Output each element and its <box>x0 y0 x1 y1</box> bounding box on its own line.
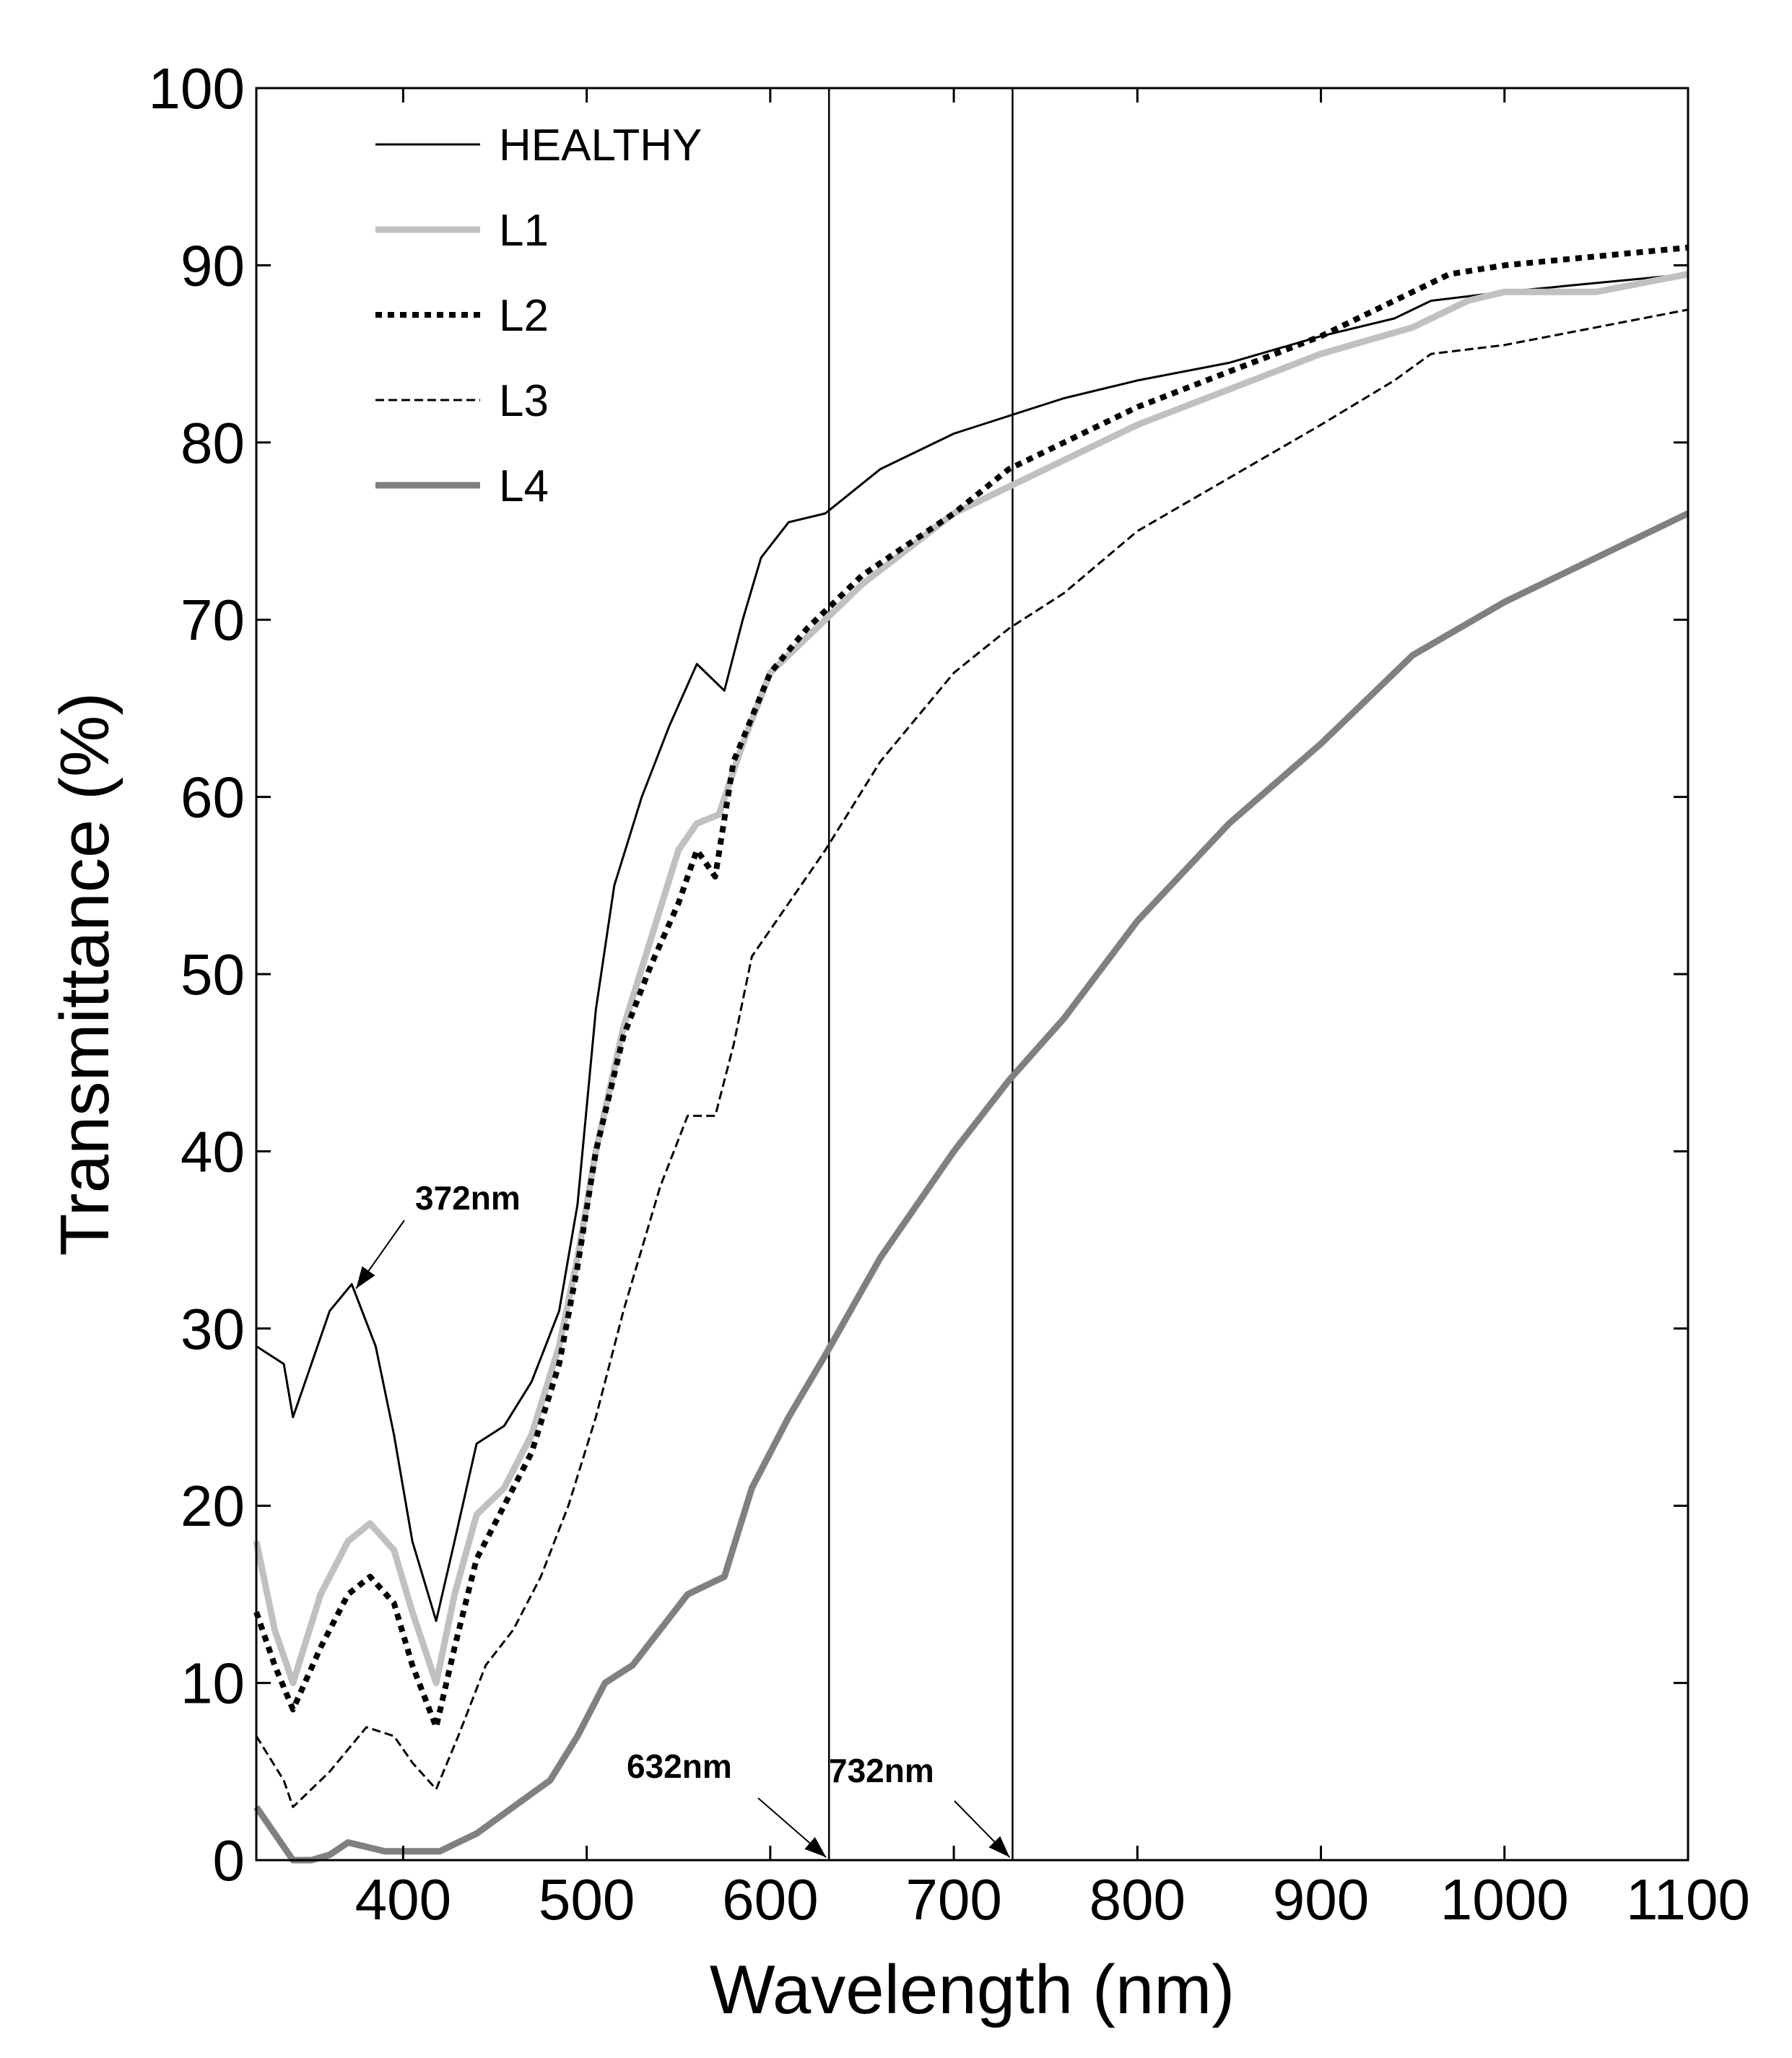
annotation-632nm: 632nm <box>627 1747 732 1785</box>
annotation-arrowhead-632nm <box>804 1837 827 1857</box>
series-line-l2 <box>253 244 1689 1730</box>
y-tick-label: 80 <box>180 411 245 475</box>
x-tick-label: 600 <box>722 1867 818 1932</box>
legend-label-l2: L2 <box>499 291 549 341</box>
y-tick-label: 10 <box>180 1651 245 1716</box>
x-tick-label: 400 <box>355 1867 451 1932</box>
legend-label-l4: L4 <box>499 461 549 511</box>
series-line-healthy <box>256 273 1689 1623</box>
annotation-arrowhead-372nm <box>356 1266 375 1289</box>
x-tick-label: 800 <box>1089 1867 1186 1932</box>
x-tick-label: 900 <box>1273 1867 1369 1932</box>
y-tick-label: 90 <box>180 233 245 298</box>
x-axis-title: Wavelength (nm) <box>710 1951 1235 2028</box>
x-tick-label: 1000 <box>1440 1867 1569 1932</box>
y-tick-label: 100 <box>149 56 245 121</box>
series-line-l1 <box>253 271 1689 1687</box>
annotation-372nm: 372nm <box>415 1179 521 1217</box>
y-tick-label: 50 <box>180 942 245 1007</box>
y-axis-title: Transmittance (%) <box>46 692 123 1256</box>
annotation-arrowhead-732nm <box>988 1836 1010 1857</box>
annotation-732nm: 732nm <box>829 1752 934 1789</box>
legend-label-healthy: HEALTHY <box>499 121 702 170</box>
y-tick-label: 30 <box>180 1297 245 1361</box>
y-tick-label: 20 <box>180 1474 245 1538</box>
y-tick-label: 60 <box>180 765 245 830</box>
y-tick-label: 40 <box>180 1119 245 1184</box>
x-tick-label: 700 <box>905 1867 1001 1932</box>
x-tick-label: 500 <box>539 1867 635 1932</box>
legend-label-l3: L3 <box>499 376 549 426</box>
y-tick-label: 70 <box>180 588 245 652</box>
y-tick-label: 0 <box>213 1828 245 1893</box>
series-line-l4 <box>253 510 1689 1864</box>
series-line-l3 <box>255 308 1689 1808</box>
x-tick-label: 1100 <box>1626 1867 1750 1932</box>
legend-label-l1: L1 <box>499 206 549 256</box>
